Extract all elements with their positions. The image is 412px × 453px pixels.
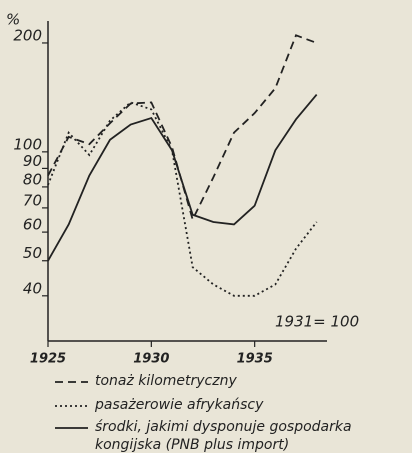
y-axis-label: % (6, 11, 20, 29)
y-tick-label: 90 (23, 152, 42, 170)
series-line (47, 34, 317, 223)
legend-label: tonaż kilometryczny (95, 373, 237, 389)
y-tick-label: 200 (13, 26, 42, 44)
y-tick-label: 50 (23, 244, 42, 262)
y-tick-label: 70 (23, 191, 42, 209)
x-tick-label: 1935 (237, 352, 273, 367)
series-line (47, 101, 318, 297)
y-tick-label: 60 (23, 216, 42, 234)
series-line (47, 93, 318, 262)
legend-label: środki, jakimi dysponuje gospodarka kong… (95, 419, 352, 453)
x-tick-label: 1930 (133, 352, 169, 367)
y-tick-label: 100 (13, 135, 42, 153)
legend-label: pasażerowie afrykańscy (95, 397, 264, 413)
y-tick-label: 80 (23, 170, 42, 188)
annotation: 1931= 100 (275, 313, 359, 331)
y-tick-label: 40 (23, 279, 42, 297)
x-tick-label: 1925 (30, 352, 66, 367)
